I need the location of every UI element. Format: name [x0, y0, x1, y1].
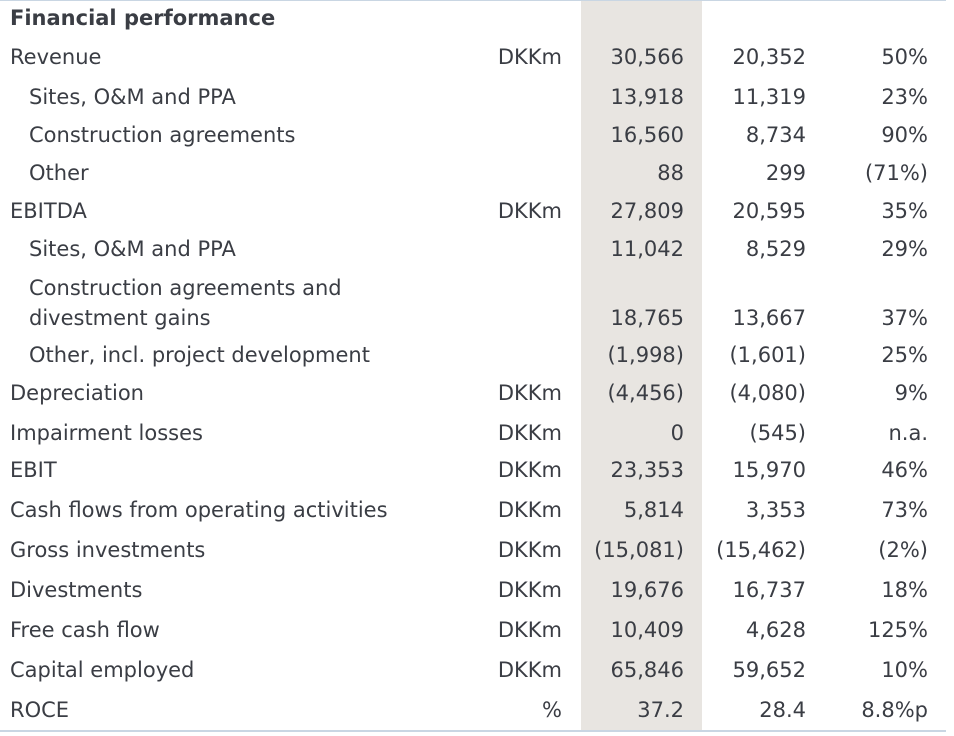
row-value-current-construction-divestment: 18,765 — [610, 306, 684, 330]
row-label-construction-divestment-line1: Construction agreements and — [29, 276, 342, 300]
row-value-current-free-cash-flow: 10,409 — [610, 618, 684, 642]
row-value-current-depreciation: (4,456) — [607, 381, 684, 405]
row-change-ebitda: 35% — [881, 199, 928, 223]
current-year-highlight — [581, 0, 702, 731]
row-change-other-project-development: 25% — [881, 343, 928, 367]
row-change-free-cash-flow: 125% — [867, 618, 928, 642]
row-value-prior-revenue: 20,352 — [732, 45, 806, 69]
row-value-prior-divestments: 16,737 — [732, 578, 806, 602]
row-label-revenue-sites: Sites, O&M and PPA — [29, 85, 236, 109]
row-unit-revenue: DKKm — [497, 45, 562, 69]
row-value-prior-revenue-sites: 11,319 — [732, 85, 806, 109]
row-unit-cash-flows-operating: DKKm — [497, 498, 562, 522]
row-label-free-cash-flow: Free cash flow — [10, 618, 160, 642]
row-change-construction-divestment: 37% — [881, 306, 928, 330]
row-value-prior-other-project-development: (1,601) — [729, 343, 806, 367]
row-label-roce: ROCE — [10, 698, 70, 722]
top-rule — [0, 0, 946, 1]
row-change-cash-flows-operating: 73% — [881, 498, 928, 522]
row-value-prior-construction-divestment: 13,667 — [732, 306, 806, 330]
row-label-construction-agreements: Construction agreements — [29, 123, 296, 147]
row-change-ebitda-sites: 29% — [881, 237, 928, 261]
row-value-current-roce: 37.2 — [637, 698, 684, 722]
row-change-gross-investments: (2%) — [878, 538, 928, 562]
row-value-current-ebit: 23,353 — [610, 458, 684, 482]
row-change-divestments: 18% — [881, 578, 928, 602]
row-change-revenue-other: (71%) — [864, 161, 928, 185]
row-change-impairment-losses: n.a. — [888, 421, 928, 445]
row-label-revenue: Revenue — [10, 45, 102, 69]
row-label-revenue-other: Other — [29, 161, 89, 185]
row-value-current-construction-agreements: 16,560 — [610, 123, 684, 147]
row-value-prior-construction-agreements: 8,734 — [745, 123, 806, 147]
row-change-capital-employed: 10% — [881, 658, 928, 682]
row-value-current-revenue: 30,566 — [610, 45, 684, 69]
row-label-capital-employed: Capital employed — [10, 658, 195, 682]
row-change-revenue-sites: 23% — [881, 85, 928, 109]
row-value-prior-free-cash-flow: 4,628 — [745, 618, 806, 642]
row-unit-ebitda: DKKm — [497, 199, 562, 223]
row-value-current-capital-employed: 65,846 — [610, 658, 684, 682]
row-value-current-gross-investments: (15,081) — [594, 538, 684, 562]
row-value-prior-ebitda-sites: 8,529 — [745, 237, 806, 261]
row-change-ebit: 46% — [881, 458, 928, 482]
row-change-depreciation: 9% — [894, 381, 928, 405]
row-value-current-other-project-development: (1,998) — [607, 343, 684, 367]
row-value-current-divestments: 19,676 — [610, 578, 684, 602]
row-unit-roce: % — [542, 698, 562, 722]
row-label-ebit: EBIT — [10, 458, 57, 482]
row-unit-gross-investments: DKKm — [497, 538, 562, 562]
row-value-current-impairment-losses: 0 — [670, 421, 684, 445]
row-change-construction-agreements: 90% — [881, 123, 928, 147]
row-unit-ebit: DKKm — [497, 458, 562, 482]
row-value-prior-ebitda: 20,595 — [732, 199, 806, 223]
row-value-prior-impairment-losses: (545) — [749, 421, 806, 445]
row-change-roce: 8.8%p — [861, 698, 928, 722]
row-unit-divestments: DKKm — [497, 578, 562, 602]
row-value-prior-ebit: 15,970 — [732, 458, 806, 482]
row-value-current-revenue-sites: 13,918 — [610, 85, 684, 109]
table-title: Financial performance — [10, 6, 276, 30]
row-value-current-ebitda: 27,809 — [610, 199, 684, 223]
row-label-ebitda: EBITDA — [10, 199, 87, 223]
row-value-prior-depreciation: (4,080) — [729, 381, 806, 405]
row-value-current-revenue-other: 88 — [657, 161, 684, 185]
row-label-divestments: Divestments — [10, 578, 143, 602]
row-value-prior-roce: 28.4 — [759, 698, 806, 722]
row-label-depreciation: Depreciation — [10, 381, 144, 405]
row-change-revenue: 50% — [881, 45, 928, 69]
row-label-ebitda-sites: Sites, O&M and PPA — [29, 237, 236, 261]
bottom-rule — [0, 730, 946, 732]
row-label-other-project-development: Other, incl. project development — [29, 343, 370, 367]
row-unit-free-cash-flow: DKKm — [497, 618, 562, 642]
row-label-construction-divestment-line2: divestment gains — [29, 306, 211, 330]
row-value-current-ebitda-sites: 11,042 — [610, 237, 684, 261]
row-label-impairment-losses: Impairment losses — [10, 421, 203, 445]
row-label-gross-investments: Gross investments — [10, 538, 206, 562]
row-value-prior-capital-employed: 59,652 — [732, 658, 806, 682]
row-label-cash-flows-operating: Cash flows from operating activities — [10, 498, 388, 522]
row-unit-depreciation: DKKm — [497, 381, 562, 405]
row-value-prior-gross-investments: (15,462) — [716, 538, 806, 562]
row-value-prior-cash-flows-operating: 3,353 — [745, 498, 806, 522]
row-unit-capital-employed: DKKm — [497, 658, 562, 682]
row-value-prior-revenue-other: 299 — [765, 161, 806, 185]
row-value-current-cash-flows-operating: 5,814 — [623, 498, 684, 522]
row-unit-impairment-losses: DKKm — [497, 421, 562, 445]
